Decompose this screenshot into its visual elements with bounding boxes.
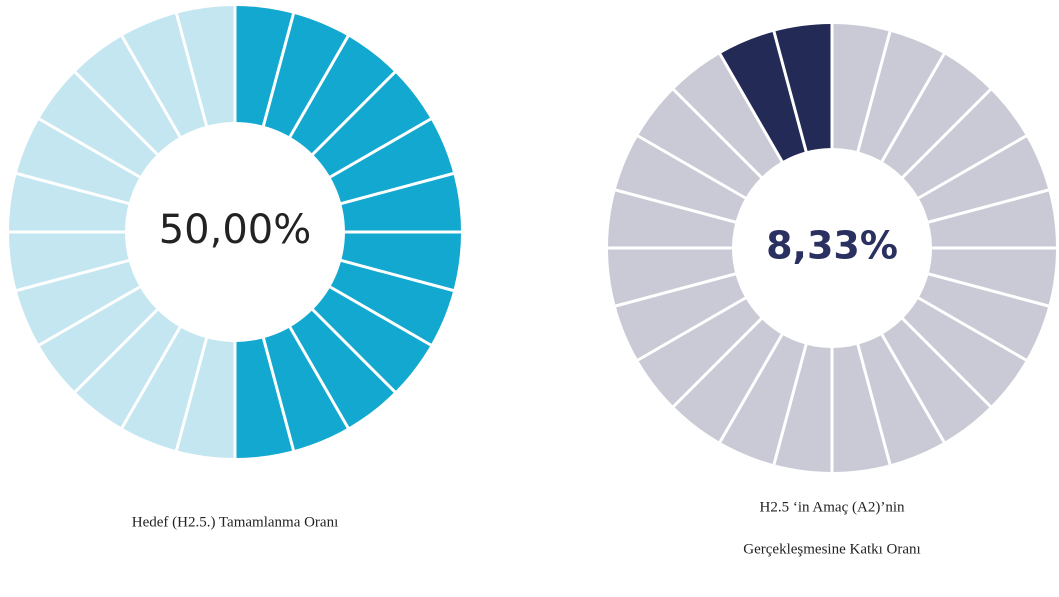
segment-gap <box>36 284 143 348</box>
segment-gap <box>338 171 456 206</box>
segment-gap <box>916 295 1029 363</box>
segment-gap <box>916 133 1029 201</box>
segment-gap <box>717 51 785 164</box>
segment-gap <box>879 51 947 164</box>
segment-gap <box>327 284 434 348</box>
segment-gap <box>855 29 892 154</box>
segment-gap <box>287 324 351 431</box>
segment-gap <box>613 188 738 225</box>
segment-gap <box>772 342 809 467</box>
segment-gap <box>14 258 132 293</box>
segment-gap <box>635 295 748 363</box>
gauge-caption: Hedef (H2.5.) Tamamlanma Oranı <box>132 514 339 530</box>
segment-gap <box>855 342 892 467</box>
segment-gap <box>338 258 456 293</box>
gauge-caption: Gerçekleşmesine Katkı Oranı <box>743 541 920 557</box>
segment-gap <box>174 335 209 453</box>
segment-gap <box>926 188 1051 225</box>
segment-gap <box>327 116 434 180</box>
segment-gap <box>72 69 160 157</box>
segment-gap <box>174 11 209 129</box>
gauge-label: 50,00% <box>159 207 312 253</box>
segment-gap <box>671 316 764 409</box>
segment-gap <box>119 324 183 431</box>
segment-gap <box>119 33 183 140</box>
segment-gap <box>287 33 351 140</box>
segment-gap <box>717 332 785 445</box>
segment-gap <box>72 307 160 395</box>
segment-gap <box>900 316 993 409</box>
segment-gap <box>635 133 748 201</box>
segment-gap <box>671 87 764 180</box>
segment-gap <box>261 11 296 129</box>
gauge-label: 8,33% <box>766 224 898 268</box>
gauge-value <box>720 24 832 162</box>
segment-gap <box>14 171 132 206</box>
segment-gap <box>772 29 809 154</box>
segment-gap <box>261 335 296 453</box>
segment-gap <box>900 87 993 180</box>
segment-gap <box>926 271 1051 308</box>
segment-gap <box>310 69 398 157</box>
segment-gap <box>36 116 143 180</box>
gauge-caption: H2.5 ‘in Amaç (A2)’nin <box>760 499 905 515</box>
segment-gap <box>879 332 947 445</box>
segment-gap <box>310 307 398 395</box>
segment-gap <box>613 271 738 308</box>
